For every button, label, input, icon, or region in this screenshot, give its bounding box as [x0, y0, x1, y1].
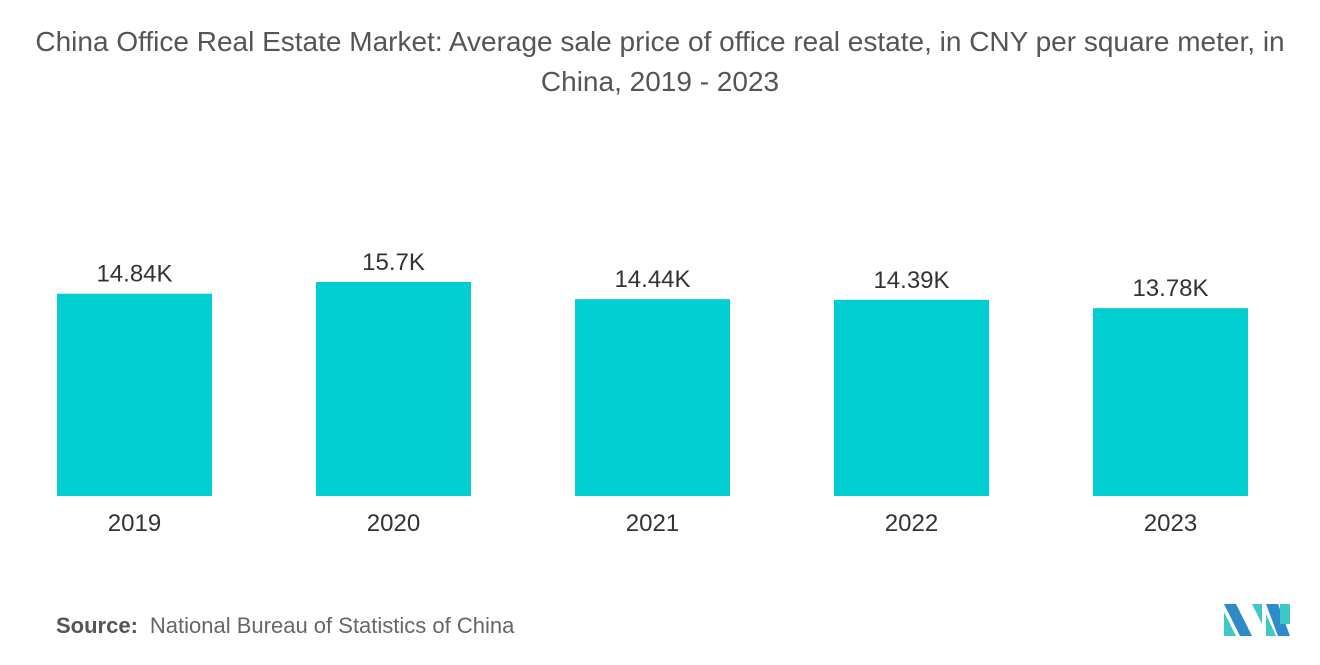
bar-2023 [1093, 308, 1248, 496]
x-tick-label: 2019 [108, 510, 161, 537]
source-text: National Bureau of Statistics of China [149, 613, 515, 638]
x-tick-label: 2020 [367, 510, 420, 537]
chart-title: China Office Real Estate Market: Average… [35, 26, 1285, 97]
data-label: 14.84K [96, 261, 172, 288]
bar-2021 [575, 299, 730, 496]
data-label: 13.78K [1132, 275, 1208, 302]
logo-icon [1224, 604, 1290, 636]
x-tick-label: 2022 [885, 510, 938, 537]
data-label: 14.39K [873, 267, 949, 294]
x-tick-label: 2023 [1144, 510, 1197, 537]
bar-2020 [316, 282, 471, 496]
x-tick-label: 2021 [626, 510, 679, 537]
data-label: 14.44K [614, 266, 690, 293]
source-note: Source: National Bureau of Statistics of … [56, 613, 514, 639]
bar-2022 [834, 299, 989, 496]
data-label: 15.7K [362, 249, 425, 276]
source-label: Source: [56, 613, 138, 638]
bar-chart: 14.84K 2019 15.7K 2020 14.44K 2021 14.39K 2022 1… [57, 249, 1248, 537]
bar-2019 [57, 293, 212, 496]
